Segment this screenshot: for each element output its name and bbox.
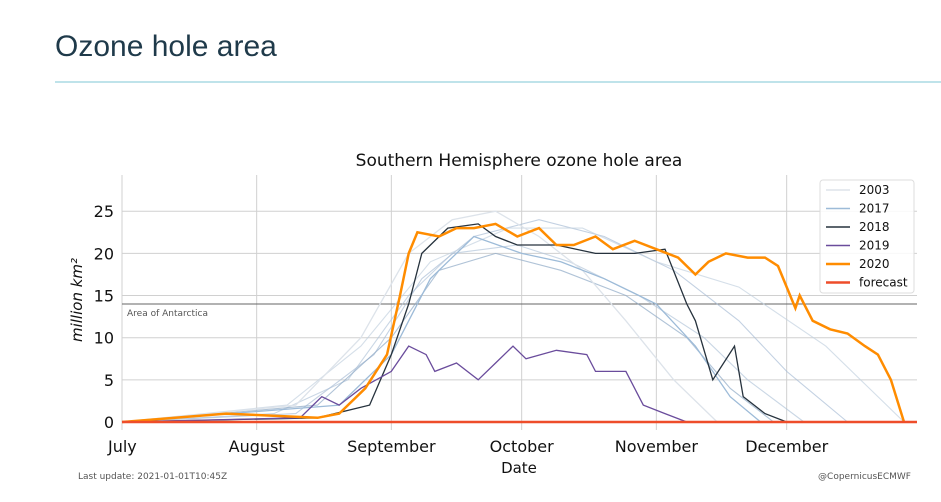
x-tick-label: October — [490, 437, 554, 456]
x-tick-label: September — [347, 437, 436, 456]
y-tick-label: 10 — [94, 329, 114, 348]
series-line-other-year — [121, 244, 805, 423]
legend-label: 2020 — [859, 257, 890, 271]
x-tick-label: July — [107, 437, 137, 456]
legend-label: 2018 — [859, 220, 890, 234]
credit: @CopernicusECMWF — [818, 472, 911, 482]
series-line-2019 — [121, 345, 688, 423]
antarctica-area-label: Area of Antarctica — [127, 309, 208, 319]
y-tick-label: 20 — [94, 244, 114, 263]
last-update: Last update: 2021-01-01T10:45Z — [78, 472, 228, 482]
series-line-2020 — [121, 222, 906, 424]
page-title: Ozone hole area — [55, 30, 277, 63]
x-tick-label: November — [615, 437, 699, 456]
legend-label: 2003 — [859, 183, 890, 197]
y-axis-label: million km² — [68, 258, 86, 342]
chart-title: Southern Hemisphere ozone hole area — [356, 151, 683, 171]
y-tick-label: 25 — [94, 202, 114, 221]
y-tick-label: 0 — [104, 413, 114, 432]
title-divider — [55, 81, 941, 83]
legend: 2003 2017 2018 2019 2020 forecast — [819, 179, 915, 294]
x-axis-label: Date — [501, 459, 537, 477]
y-tick-label: 5 — [104, 371, 114, 390]
series-line-2003 — [121, 210, 718, 423]
legend-label: 2017 — [859, 202, 890, 216]
legend-label: forecast — [859, 276, 908, 290]
legend-label: 2019 — [859, 239, 890, 253]
x-tick-label: December — [745, 437, 828, 456]
x-tick-label: August — [229, 437, 285, 456]
y-tick-label: 15 — [94, 287, 114, 306]
series-line-other-year — [121, 219, 848, 423]
